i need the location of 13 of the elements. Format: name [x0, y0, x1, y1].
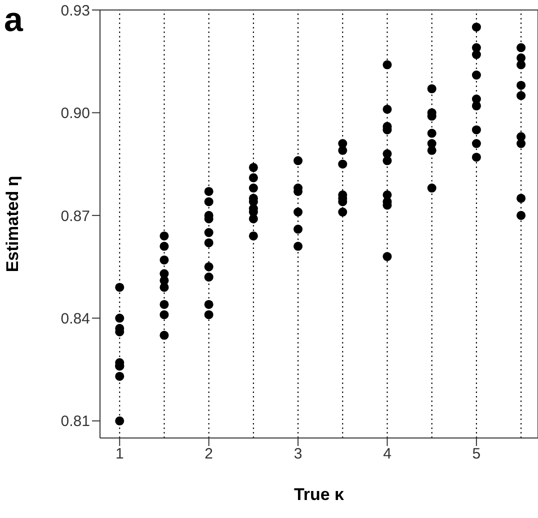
- x-tick-label: 4: [383, 446, 392, 463]
- x-tick-label: 2: [204, 446, 214, 463]
- y-tick-label: 0.87: [60, 208, 90, 225]
- y-tick-label: 0.84: [60, 310, 90, 328]
- x-tick-label: 5: [472, 446, 481, 463]
- y-axis-title: Estimated η: [3, 176, 22, 272]
- x-axis-title: True κ: [294, 485, 345, 504]
- chart-title: a: [4, 0, 23, 40]
- x-tick-label: 3: [294, 446, 302, 463]
- y-tick-label: 0.81: [60, 413, 90, 430]
- x-tick-label: 1: [115, 446, 124, 463]
- y-tick-label: 0.93: [60, 2, 90, 20]
- y-tick-label: 0.90: [60, 105, 90, 122]
